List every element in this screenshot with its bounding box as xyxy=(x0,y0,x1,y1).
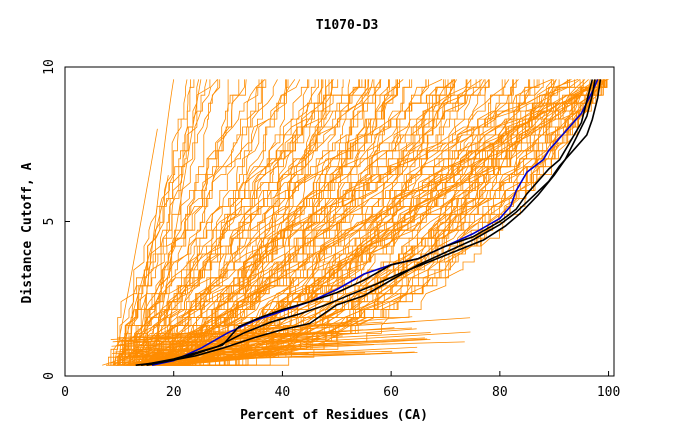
model-curve xyxy=(158,79,538,366)
x-tick-label: 0 xyxy=(61,385,69,400)
model-curve xyxy=(180,79,607,366)
model-curve xyxy=(135,79,400,366)
model-curve xyxy=(118,79,267,366)
model-curve xyxy=(173,79,598,366)
model-curve xyxy=(140,79,398,366)
model-curve xyxy=(159,79,531,366)
model-curve xyxy=(145,79,530,366)
chart-title: T1070-D3 xyxy=(316,18,379,33)
model-curve xyxy=(130,317,471,341)
series-line-1 xyxy=(140,79,594,366)
x-tick-label: 60 xyxy=(383,385,399,400)
model-curve xyxy=(118,316,413,342)
model-curve xyxy=(157,79,552,366)
model-curve xyxy=(120,353,309,361)
model-curve xyxy=(162,79,602,366)
y-axis-ticks: 0 5 10 xyxy=(42,59,70,380)
background-model-curves xyxy=(102,79,609,366)
model-curve xyxy=(134,328,417,351)
model-curve xyxy=(143,336,257,347)
model-curve xyxy=(116,79,229,366)
model-curve xyxy=(114,329,364,353)
x-tick-label: 100 xyxy=(597,385,620,400)
model-curve xyxy=(136,79,454,366)
series-line-2 xyxy=(135,79,602,366)
model-curve xyxy=(132,339,326,347)
model-curve xyxy=(128,79,382,366)
model-curve xyxy=(112,331,471,354)
model-curve xyxy=(179,79,608,366)
model-curve xyxy=(160,79,584,366)
model-curve xyxy=(167,79,605,366)
model-curve xyxy=(113,128,158,366)
x-axis-label: Percent of Residues (CA) xyxy=(240,408,428,423)
model-curve xyxy=(136,79,366,366)
model-curve xyxy=(133,344,375,357)
model-curve xyxy=(126,79,323,366)
model-curve xyxy=(138,337,310,363)
model-curve xyxy=(151,79,202,366)
highlighted-model-curves xyxy=(135,79,602,366)
y-tick-label: 0 xyxy=(42,372,57,380)
y-axis-label: Distance Cutoff, A xyxy=(20,162,35,303)
x-tick-label: 20 xyxy=(166,385,182,400)
model-curve xyxy=(115,355,308,364)
model-curve xyxy=(136,79,404,366)
model-curve xyxy=(117,325,291,346)
model-curve xyxy=(122,79,333,366)
model-curve xyxy=(119,337,272,361)
y-tick-label: 5 xyxy=(42,218,57,226)
model-curve xyxy=(135,79,456,366)
model-curve xyxy=(130,350,279,363)
model-curve xyxy=(122,79,287,366)
model-curve xyxy=(110,321,383,340)
model-curve xyxy=(124,79,323,366)
model-curve xyxy=(109,79,188,366)
model-curve xyxy=(117,79,266,366)
model-curve xyxy=(171,79,601,366)
model-curve xyxy=(136,338,322,357)
model-curve xyxy=(127,79,360,366)
series-line-3 xyxy=(146,79,596,366)
model-curve xyxy=(122,79,301,366)
y-tick-label: 10 xyxy=(42,59,57,75)
model-curve xyxy=(140,79,400,366)
model-curve xyxy=(116,79,219,366)
model-curve xyxy=(106,79,211,366)
model-curve xyxy=(132,79,332,366)
model-curve xyxy=(139,79,413,366)
model-curve xyxy=(115,350,345,358)
model-curve xyxy=(112,79,260,366)
model-curve xyxy=(106,79,200,366)
x-axis-ticks: 0 20 40 60 80 100 xyxy=(61,371,620,400)
model-curve xyxy=(132,79,369,366)
model-curve xyxy=(143,79,449,366)
model-curve xyxy=(157,79,489,366)
model-curve xyxy=(152,79,510,366)
model-curve xyxy=(128,79,330,366)
model-curve xyxy=(161,79,568,366)
model-curve xyxy=(113,79,221,366)
model-curve xyxy=(138,79,381,366)
model-curve xyxy=(123,79,339,366)
x-tick-label: 40 xyxy=(275,385,291,400)
x-tick-label: 80 xyxy=(492,385,508,400)
model-curve xyxy=(134,332,431,349)
model-curve xyxy=(117,79,218,366)
model-curve xyxy=(152,79,579,366)
